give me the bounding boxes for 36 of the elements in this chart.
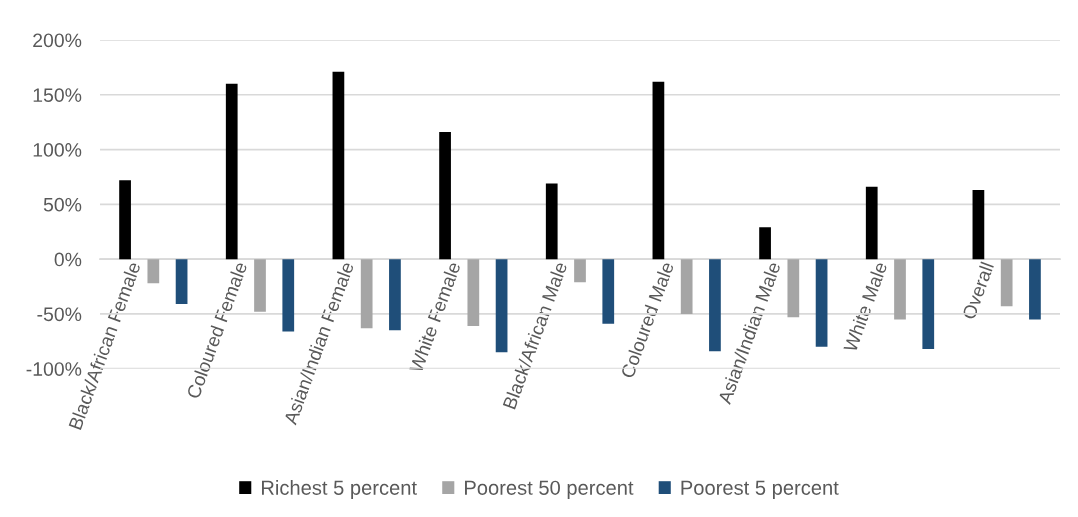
bar bbox=[894, 259, 906, 320]
bar bbox=[225, 83, 238, 260]
bar bbox=[759, 227, 771, 260]
legend-label: Richest 5 percent bbox=[262, 480, 417, 499]
bar bbox=[922, 259, 935, 349]
bar bbox=[574, 259, 586, 283]
bar bbox=[1029, 259, 1041, 320]
bar bbox=[865, 186, 878, 260]
bar bbox=[439, 132, 451, 260]
bar bbox=[652, 81, 665, 260]
legend-label: Poorest 5 percent bbox=[681, 480, 839, 499]
bar bbox=[680, 259, 693, 314]
legend-label: Poorest 50 percent bbox=[465, 480, 634, 499]
bar bbox=[815, 259, 828, 347]
bar bbox=[389, 259, 401, 331]
bar bbox=[709, 259, 721, 352]
bar bbox=[360, 259, 373, 329]
x-tick-label: White Male bbox=[842, 261, 888, 354]
bar bbox=[1000, 259, 1013, 307]
y-tick-label: 100% bbox=[33, 143, 82, 157]
bar bbox=[787, 259, 800, 318]
bar bbox=[119, 180, 131, 260]
bar bbox=[602, 259, 615, 324]
y-tick-label: 150% bbox=[33, 88, 82, 103]
y-tick-label: 0% bbox=[54, 252, 82, 267]
bar bbox=[972, 190, 985, 260]
bar bbox=[175, 259, 188, 305]
bar bbox=[254, 259, 266, 312]
y-tick-label: 200% bbox=[33, 33, 82, 48]
bar bbox=[467, 259, 480, 326]
y-tick-label: -50% bbox=[37, 307, 82, 322]
x-tick-label: Overall bbox=[961, 261, 994, 320]
bar bbox=[332, 71, 345, 260]
bar bbox=[147, 259, 160, 284]
y-tick-label: 50% bbox=[43, 197, 82, 212]
bar bbox=[545, 183, 558, 260]
